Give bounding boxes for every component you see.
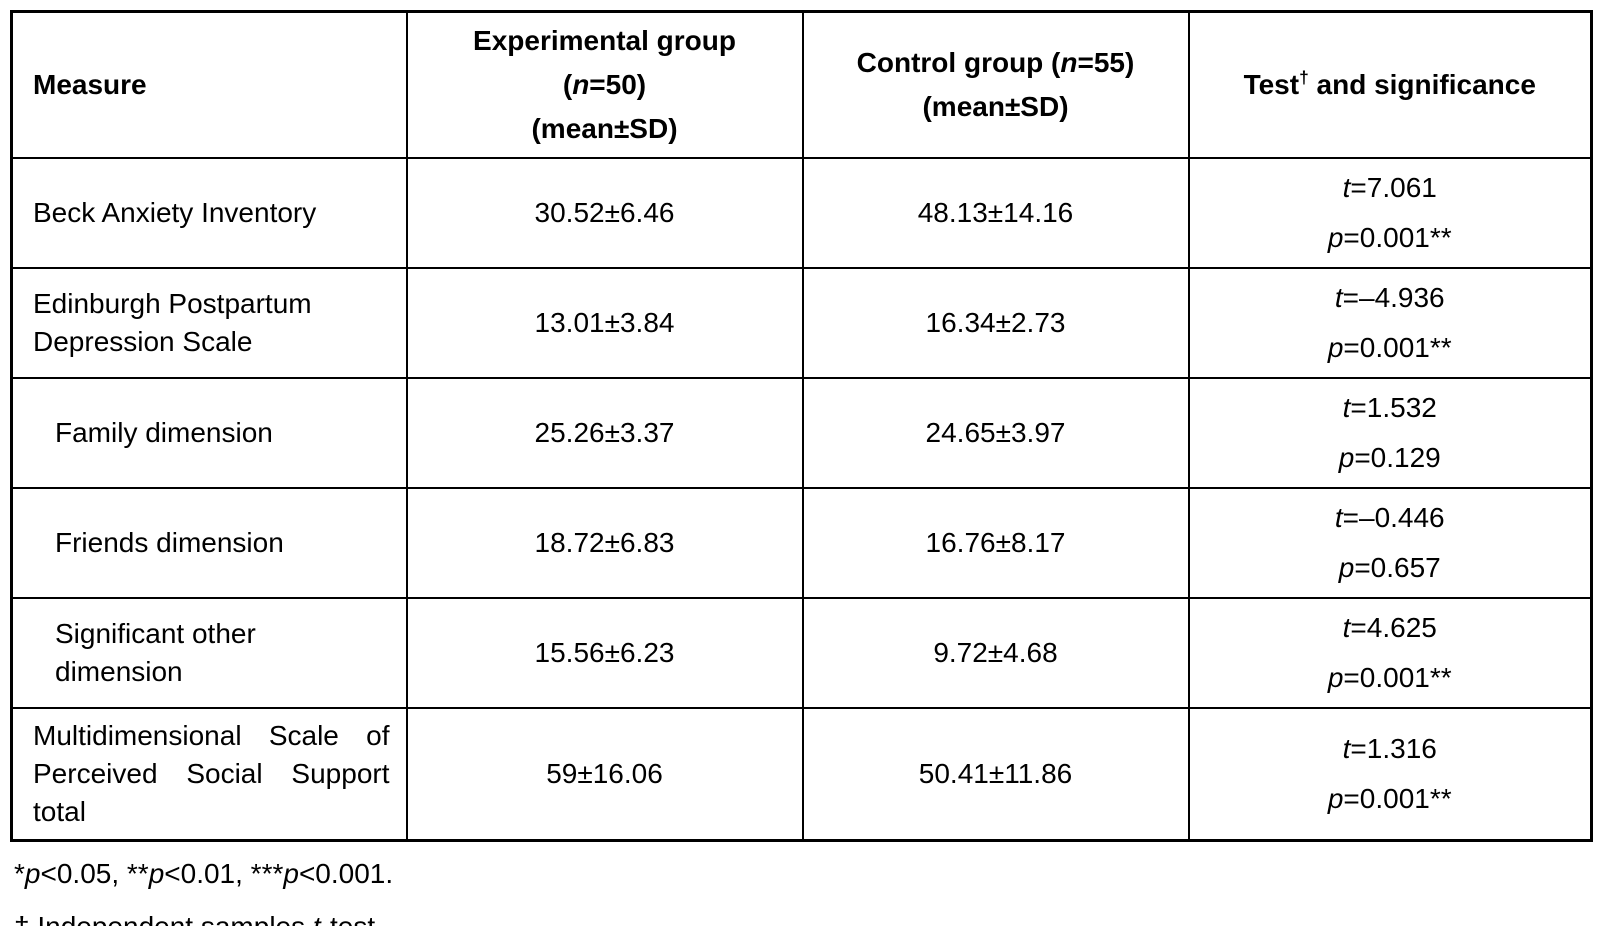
experimental-group-label: Experimental group	[473, 25, 736, 56]
control-value-cell: 48.13±14.16	[801, 157, 1190, 269]
experimental-value-cell: 18.72±6.83	[405, 487, 804, 599]
t-statistic: t=–4.936	[1334, 282, 1445, 313]
test-significance-cell: t=4.625 p=0.001**	[1187, 597, 1593, 709]
t-symbol: t	[1342, 733, 1351, 764]
column-header-measure: Measure	[10, 10, 408, 159]
t-statistic: t=4.625	[1342, 612, 1437, 643]
experimental-value-cell: 15.56±6.23	[405, 597, 804, 709]
column-header-experimental: Experimental group (n=50) (mean±SD)	[405, 10, 804, 159]
control-value-cell: 16.34±2.73	[801, 267, 1190, 379]
p-value: p=0.001**	[1327, 783, 1452, 814]
control-value-cell: 50.41±11.86	[801, 707, 1190, 842]
experimental-meansd-label: (mean±SD)	[531, 113, 678, 144]
t-statistic: t=7.061	[1342, 172, 1437, 203]
t-symbol: t	[1342, 392, 1351, 423]
p-value: p=0.001**	[1327, 662, 1452, 693]
t-symbol: t	[1334, 282, 1343, 313]
control-group-label: Control group (n=55)	[856, 47, 1135, 78]
p-value: p=0.657	[1338, 552, 1441, 583]
table-row: Friends dimension 18.72±6.83 16.76±8.17 …	[10, 487, 1593, 599]
t-symbol: t	[1342, 172, 1351, 203]
control-value-cell: 9.72±4.68	[801, 597, 1190, 709]
p-value: p=0.001**	[1327, 222, 1452, 253]
p-symbol: p	[283, 858, 299, 889]
p-value: p=0.001**	[1327, 332, 1452, 363]
p-symbol: p	[148, 858, 165, 889]
p-symbol: p	[24, 858, 41, 889]
table-row: Beck Anxiety Inventory 30.52±6.46 48.13±…	[10, 157, 1593, 269]
measure-cell: Edinburgh Postpartum Depression Scale	[10, 267, 408, 379]
test-footnote: † Independent samples t-test.	[14, 911, 1600, 926]
measure-cell: Friends dimension	[10, 487, 408, 599]
experimental-value-cell: 59±16.06	[405, 707, 804, 842]
p-symbol: p	[1338, 552, 1355, 583]
test-significance-cell: t=1.532 p=0.129	[1187, 377, 1593, 489]
column-header-control: Control group (n=55) (mean±SD)	[801, 10, 1190, 159]
t-symbol: t	[1342, 612, 1351, 643]
header-row: Measure Experimental group (n=50) (mean±…	[10, 10, 1593, 159]
p-symbol: p	[1327, 332, 1344, 363]
dagger-icon: †	[14, 911, 30, 926]
column-header-test: Test† and significance	[1187, 10, 1593, 159]
test-significance-cell: t=1.316 p=0.001**	[1187, 707, 1593, 842]
test-significance-cell: t=7.061 p=0.001**	[1187, 157, 1593, 269]
table-row: Family dimension 25.26±3.37 24.65±3.97 t…	[10, 377, 1593, 489]
t-symbol: t	[313, 911, 321, 926]
results-table: Measure Experimental group (n=50) (mean±…	[10, 10, 1593, 842]
test-significance-cell: t=–0.446 p=0.657	[1187, 487, 1593, 599]
n-symbol: n	[1060, 47, 1078, 78]
table-row: Significant other dimension 15.56±6.23 9…	[10, 597, 1593, 709]
significance-legend: *p<0.05, **p<0.01, ***p<0.001.	[14, 858, 394, 889]
t-symbol: t	[1334, 502, 1343, 533]
p-value: p=0.129	[1338, 442, 1441, 473]
table-footnotes: *p<0.05, **p<0.01, ***p<0.001. † Indepen…	[14, 858, 1600, 926]
p-symbol: p	[1327, 783, 1344, 814]
p-symbol: p	[1338, 442, 1355, 473]
control-value-cell: 16.76±8.17	[801, 487, 1190, 599]
measure-cell: Multidimensional Scale of Perceived Soci…	[10, 707, 408, 842]
p-symbol: p	[1327, 662, 1344, 693]
control-value-cell: 24.65±3.97	[801, 377, 1190, 489]
measure-cell: Significant other dimension	[10, 597, 408, 709]
t-statistic: t=1.532	[1342, 392, 1437, 423]
t-statistic: t=1.316	[1342, 733, 1437, 764]
measure-cell: Beck Anxiety Inventory	[10, 157, 408, 269]
experimental-value-cell: 13.01±3.84	[405, 267, 804, 379]
measure-cell: Family dimension	[10, 377, 408, 489]
control-meansd-label: (mean±SD)	[922, 91, 1069, 122]
p-symbol: p	[1327, 222, 1344, 253]
experimental-value-cell: 25.26±3.37	[405, 377, 804, 489]
table-row: Multidimensional Scale of Perceived Soci…	[10, 707, 1593, 842]
experimental-value-cell: 30.52±6.46	[405, 157, 804, 269]
experimental-n-label: (n=50)	[562, 69, 647, 100]
test-significance-cell: t=–4.936 p=0.001**	[1187, 267, 1593, 379]
dagger-icon: †	[1299, 67, 1309, 88]
n-symbol: n	[572, 69, 590, 100]
table-row: Edinburgh Postpartum Depression Scale 13…	[10, 267, 1593, 379]
t-statistic: t=–0.446	[1334, 502, 1445, 533]
